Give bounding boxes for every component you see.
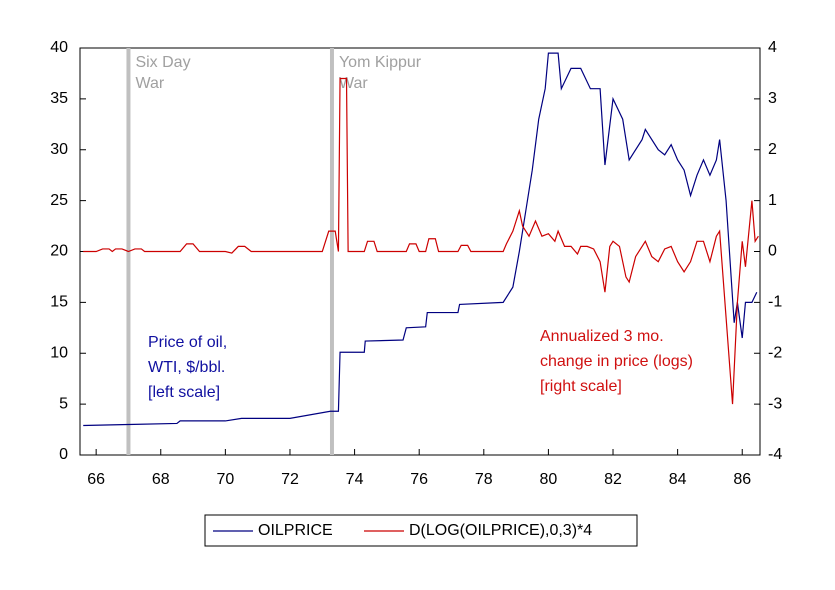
x-tick-label: 80 bbox=[540, 471, 558, 488]
x-tick-label: 78 bbox=[475, 471, 493, 488]
legend-box bbox=[204, 514, 638, 547]
event-label: Yom Kippur bbox=[339, 54, 422, 71]
note-text: change in price (logs) bbox=[540, 353, 693, 370]
legend-label: D(LOG(OILPRICE),0,3)*4 bbox=[409, 522, 592, 539]
y2-tick-label: 2 bbox=[768, 141, 777, 158]
y2-tick-label: 3 bbox=[768, 90, 777, 107]
y-tick-label: 35 bbox=[50, 90, 68, 107]
y-tick-label: 25 bbox=[50, 192, 68, 209]
x-tick-label: 84 bbox=[669, 471, 687, 488]
y-tick-label: 0 bbox=[59, 446, 68, 463]
y-tick-label: 40 bbox=[50, 39, 68, 56]
series-line bbox=[83, 77, 759, 405]
note-text: [right scale] bbox=[540, 378, 622, 395]
x-tick-label: 82 bbox=[604, 471, 622, 488]
y2-tick-label: -3 bbox=[768, 395, 782, 412]
event-label: War bbox=[135, 75, 164, 92]
y-tick-label: 5 bbox=[59, 395, 68, 412]
x-tick-label: 70 bbox=[216, 471, 234, 488]
x-tick-label: 74 bbox=[346, 471, 364, 488]
y2-tick-label: 4 bbox=[768, 39, 777, 56]
x-tick-label: 76 bbox=[410, 471, 428, 488]
y2-tick-label: -2 bbox=[768, 344, 782, 361]
event-label: War bbox=[339, 75, 368, 92]
x-tick-label: 68 bbox=[152, 471, 170, 488]
note-text: [left scale] bbox=[148, 384, 220, 401]
series-line bbox=[83, 52, 758, 427]
note-text: Price of oil, bbox=[148, 334, 227, 351]
note-text: WTI, $/bbl. bbox=[148, 359, 225, 376]
x-tick-label: 72 bbox=[281, 471, 299, 488]
x-tick-label: 86 bbox=[733, 471, 751, 488]
y-tick-label: 30 bbox=[50, 141, 68, 158]
y-tick-label: 15 bbox=[50, 294, 68, 311]
y-tick-label: 20 bbox=[50, 243, 68, 260]
event-label: Six Day bbox=[135, 54, 190, 71]
y2-tick-label: -1 bbox=[768, 294, 782, 311]
y2-tick-label: 1 bbox=[768, 192, 777, 209]
y2-tick-label: 0 bbox=[768, 243, 777, 260]
y2-tick-label: -4 bbox=[768, 446, 782, 463]
y-tick-label: 10 bbox=[50, 344, 68, 361]
note-text: Annualized 3 mo. bbox=[540, 328, 664, 345]
legend-label: OILPRICE bbox=[258, 522, 333, 539]
x-tick-label: 66 bbox=[87, 471, 105, 488]
